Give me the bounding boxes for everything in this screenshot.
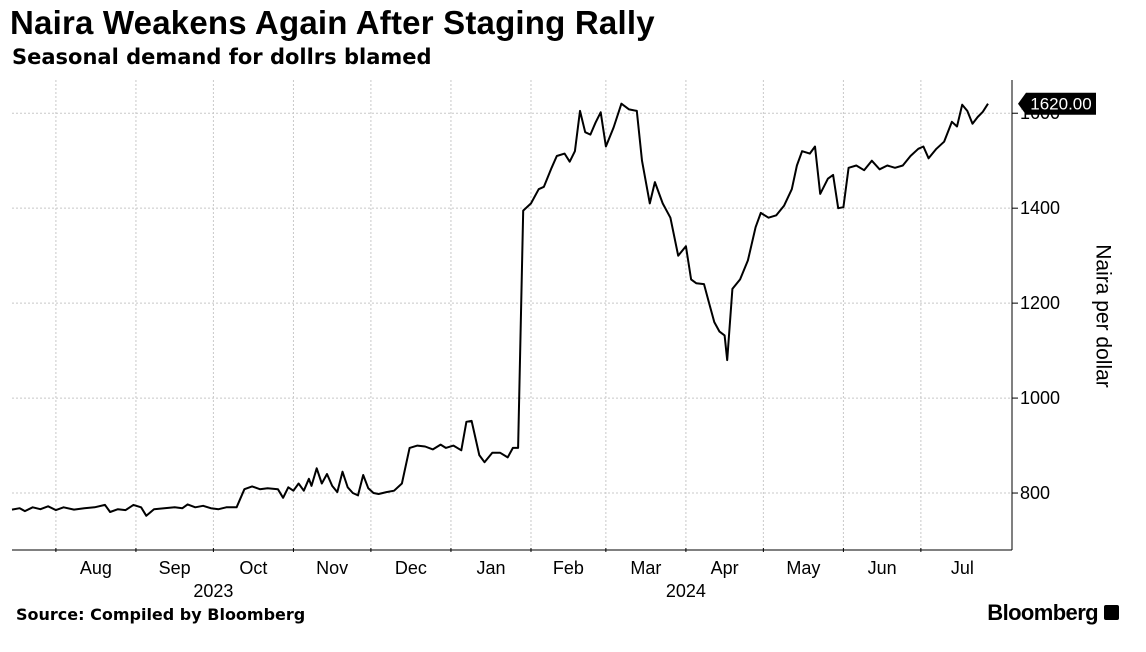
y-tick-label: 800 [1020, 483, 1050, 503]
series-layer [11, 102, 989, 517]
x-year-label: 2024 [666, 581, 706, 601]
terminal-icon [1104, 605, 1119, 620]
naira-per-dollar-line [11, 102, 989, 517]
x-tick-label: Sep [159, 558, 191, 578]
x-tick-label: Oct [239, 558, 267, 578]
y-tick-label: 1400 [1020, 198, 1060, 218]
bloomberg-logo: Bloomberg [987, 600, 1098, 625]
x-tick-label: Aug [80, 558, 112, 578]
x-tick-label: Apr [711, 558, 739, 578]
y-tick-label: 1000 [1020, 388, 1060, 408]
x-tick-label: Mar [630, 558, 661, 578]
x-tick-label: Jul [951, 558, 974, 578]
x-tick-label: May [786, 558, 820, 578]
grid-lines [12, 80, 1012, 550]
x-year-label: 2023 [193, 581, 233, 601]
y-tick-label: 1200 [1020, 293, 1060, 313]
y-axis-label: Naira per dollar [1091, 244, 1114, 388]
chart-subtitle: Seasonal demand for dollrs blamed [12, 45, 432, 69]
x-tick-label: Nov [316, 558, 348, 578]
source-note: Source: Compiled by Bloomberg [16, 605, 306, 624]
x-tick-label: Jan [476, 558, 505, 578]
last-value-badge [1018, 92, 1096, 115]
x-tick-label: Jun [868, 558, 897, 578]
x-tick-label: Dec [395, 558, 427, 578]
x-tick-label: Feb [553, 558, 584, 578]
last-value-label: 1620.00 [1030, 95, 1091, 114]
axes [12, 80, 1018, 552]
chart-title: Naira Weakens Again After Staging Rally [10, 4, 655, 41]
labels-layer: 8001000120014001600AugSepOctNovDecJanFeb… [80, 92, 1096, 601]
